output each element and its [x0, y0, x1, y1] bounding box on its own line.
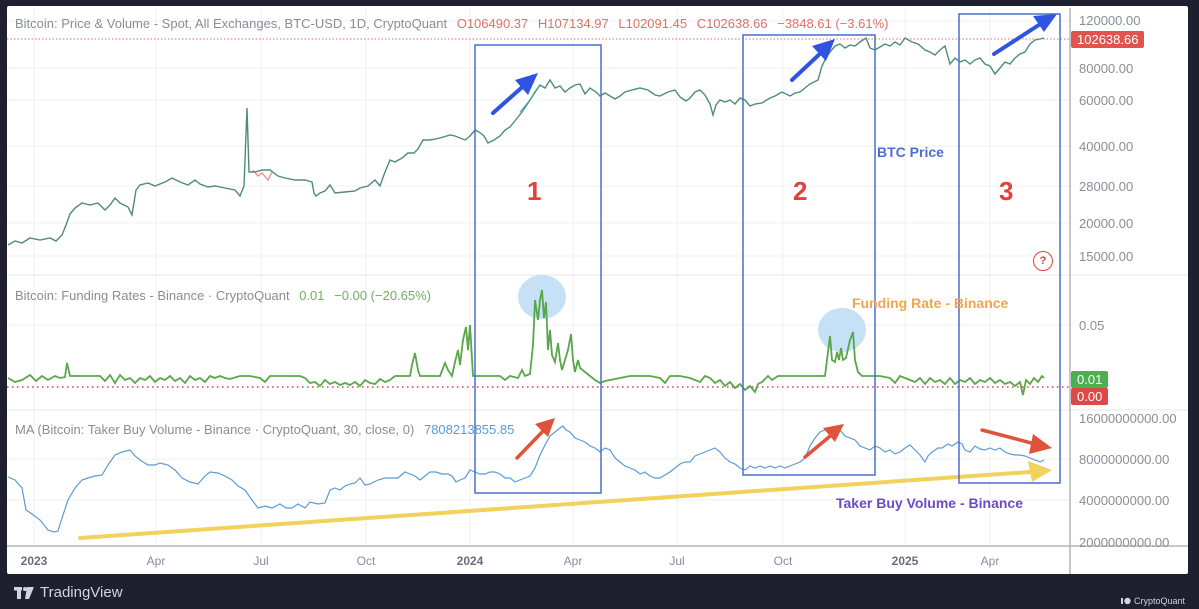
taker-volume-annotation: Taker Buy Volume - Binance — [836, 495, 1023, 511]
volume-value: 7808213855.85 — [423, 422, 515, 437]
price-change: −3848.61 (−3.61%) — [777, 16, 889, 31]
x-label-apr: Apr — [563, 554, 583, 568]
volume-tick: 2000000000.00 — [1079, 535, 1170, 550]
funding-tick: 0.05 — [1079, 318, 1105, 333]
volume-arrows — [515, 418, 1052, 460]
highlight-circle-2 — [818, 308, 866, 352]
x-label-apr: Apr — [980, 554, 1000, 568]
funding-zero-tag: 0.00 — [1071, 388, 1109, 405]
price-high: H107134.97 — [537, 16, 609, 31]
x-label-apr: Apr — [146, 554, 166, 568]
price-up-candles — [519, 87, 539, 113]
funding-legend[interactable]: Bitcoin: Funding Rates - Binance · Crypt… — [15, 288, 431, 303]
funding-current-tag: 0.01 — [1071, 371, 1109, 388]
price-tick: 120000.00 — [1079, 13, 1141, 28]
cryptoquant-brand: CryptoQuant — [1133, 596, 1185, 606]
price-open: O106490.37 — [456, 16, 529, 31]
current-price-tag: 102638.66 — [1071, 31, 1145, 48]
btc-price-series — [7, 36, 1045, 246]
zone-number-1: 1 — [527, 176, 542, 206]
cryptoquant-icon — [1120, 597, 1131, 605]
zone-box-3 — [958, 13, 1061, 484]
gridlines — [7, 8, 1070, 545]
price-tick: 20000.00 — [1079, 216, 1134, 231]
price-low: L102091.45 — [618, 16, 688, 31]
price-legend[interactable]: Bitcoin: Price & Volume - Spot, All Exch… — [15, 16, 888, 31]
funding-rate-annotation: Funding Rate - Binance — [852, 295, 1009, 311]
x-label-oct: Oct — [773, 554, 793, 568]
volume-trend-line — [78, 470, 1032, 540]
x-label-2025: 2025 — [891, 554, 919, 568]
price-tick: 15000.00 — [1079, 249, 1134, 264]
volume-tick: 4000000000.00 — [1079, 493, 1170, 508]
price-tick: 28000.00 — [1079, 179, 1134, 194]
chart-frame — [7, 6, 1188, 574]
zone-box-2 — [742, 34, 876, 476]
funding-change: −0.00 (−20.65%) — [334, 288, 432, 303]
funding-legend-title: Bitcoin: Funding Rates - Binance · Crypt… — [15, 288, 290, 303]
price-down-candles — [252, 169, 273, 182]
tradingview-icon — [14, 586, 34, 599]
btc-price-annotation: BTC Price — [877, 144, 944, 160]
zone-number-3: 3 — [999, 176, 1014, 206]
x-label-jul: Jul — [669, 554, 685, 568]
price-legend-title: Bitcoin: Price & Volume - Spot, All Exch… — [15, 16, 448, 31]
price-tick: 40000.00 — [1079, 139, 1134, 154]
x-label-jul: Jul — [253, 554, 269, 568]
funding-rate-series — [7, 289, 1045, 396]
volume-tick: 8000000000.00 — [1079, 452, 1170, 467]
tradingview-brand: TradingView — [40, 584, 123, 601]
tradingview-logo[interactable]: TradingView — [14, 584, 123, 601]
price-tick: 60000.00 — [1079, 93, 1134, 108]
volume-legend[interactable]: MA (Bitcoin: Taker Buy Volume - Binance … — [15, 422, 514, 437]
x-label-2024: 2024 — [456, 554, 484, 568]
zone-number-2: 2 — [793, 176, 808, 206]
price-tick: 80000.00 — [1079, 61, 1134, 76]
taker-buy-volume-series — [7, 425, 1045, 533]
price-arrows — [491, 14, 1057, 115]
price-close: C102638.66 — [696, 16, 768, 31]
trend-arrow-head — [1028, 461, 1052, 482]
help-icon[interactable]: ? — [1033, 251, 1053, 271]
funding-value: 0.01 — [299, 288, 325, 303]
x-label-2023: 2023 — [20, 554, 48, 568]
x-label-oct: Oct — [356, 554, 376, 568]
volume-tick: 16000000000.00 — [1079, 411, 1177, 426]
cryptoquant-logo: CryptoQuant — [1120, 596, 1185, 606]
zone-box-1 — [474, 44, 602, 494]
volume-legend-title: MA (Bitcoin: Taker Buy Volume - Binance … — [15, 422, 415, 437]
